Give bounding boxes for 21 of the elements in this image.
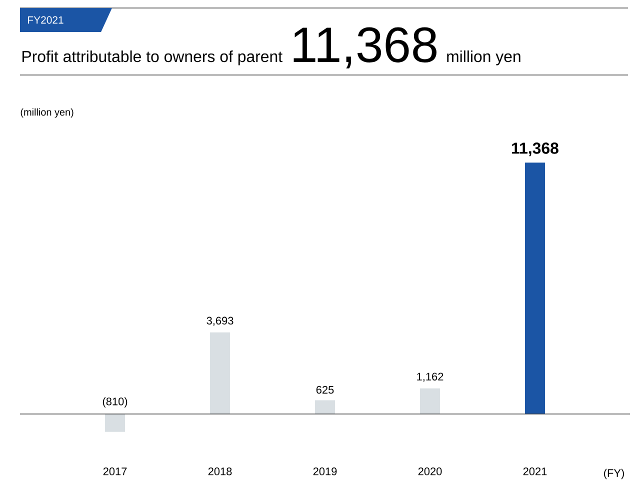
chart-title: Profit attributable to owners of parent (22, 50, 282, 66)
text: 11,368 (294, 27, 436, 68)
bar (105, 414, 126, 432)
x-tick-label: 2021 (523, 468, 547, 476)
bar (524, 162, 545, 414)
data-label: (810) (102, 397, 128, 408)
data-label: 3,693 (206, 316, 234, 326)
data-label: 625 (316, 386, 334, 394)
chart-subtitle: FY2021 (28, 16, 64, 24)
y-axis-title: (million yen) (20, 108, 74, 118)
x-tick-label: 2019 (313, 468, 337, 476)
bar (315, 400, 336, 414)
x-tick-label: 2020 (418, 468, 442, 476)
x-tick-label: 2018 (208, 468, 232, 476)
x-tick-label: 2017 (103, 468, 127, 476)
data-label: 1,162 (417, 372, 444, 382)
data-label: 11,368 (512, 142, 558, 156)
text: million yen (447, 50, 520, 66)
x-axis-title: (FY) (604, 468, 624, 480)
bar (210, 332, 230, 414)
bar (420, 388, 440, 414)
